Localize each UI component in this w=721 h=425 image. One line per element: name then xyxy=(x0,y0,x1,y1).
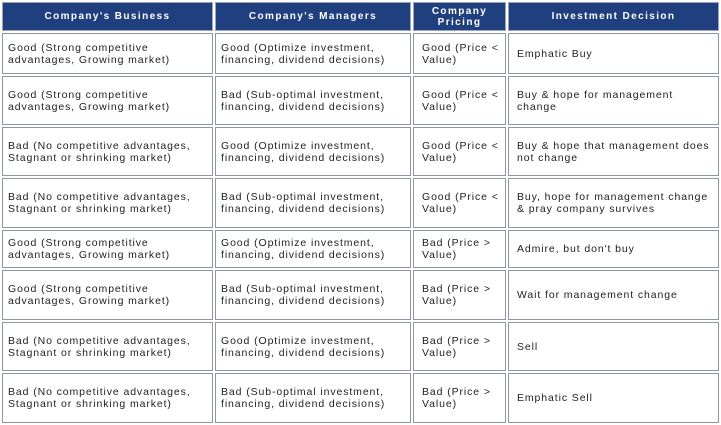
table-row: Bad (No competitive advantages, Stagnant… xyxy=(2,178,719,228)
managers-cell: Good (Optimize investment, financing, di… xyxy=(215,322,411,371)
header-decision: Investment Decision xyxy=(508,2,719,31)
business-cell: Bad (No competitive advantages, Stagnant… xyxy=(2,127,213,176)
managers-cell: Bad (Sub-optimal investment, financing, … xyxy=(215,76,411,125)
pricing-cell: Bad (Price > Value) xyxy=(413,322,506,371)
header-pricing: Company Pricing xyxy=(413,2,506,31)
header-business: Company's Business xyxy=(2,2,213,31)
header-managers: Company's Managers xyxy=(215,2,411,31)
decision-cell: Emphatic Buy xyxy=(508,33,719,74)
header-row: Company's Business Company's Managers Co… xyxy=(2,2,719,31)
pricing-cell: Bad (Price > Value) xyxy=(413,230,506,268)
decision-cell: Admire, but don't buy xyxy=(508,230,719,268)
business-cell: Bad (No competitive advantages, Stagnant… xyxy=(2,178,213,228)
business-cell: Good (Strong competitive advantages, Gro… xyxy=(2,33,213,74)
table-row: Bad (No competitive advantages, Stagnant… xyxy=(2,373,719,423)
table-row: Bad (No competitive advantages, Stagnant… xyxy=(2,322,719,371)
table-row: Bad (No competitive advantages, Stagnant… xyxy=(2,127,719,176)
table-row: Good (Strong competitive advantages, Gro… xyxy=(2,76,719,125)
business-cell: Good (Strong competitive advantages, Gro… xyxy=(2,230,213,268)
table-row: Good (Strong competitive advantages, Gro… xyxy=(2,270,719,320)
table-row: Good (Strong competitive advantages, Gro… xyxy=(2,33,719,74)
decision-cell: Buy, hope for management change & pray c… xyxy=(508,178,719,228)
pricing-cell: Good (Price < Value) xyxy=(413,178,506,228)
business-cell: Bad (No competitive advantages, Stagnant… xyxy=(2,373,213,423)
managers-cell: Good (Optimize investment, financing, di… xyxy=(215,127,411,176)
decision-cell: Emphatic Sell xyxy=(508,373,719,423)
managers-cell: Bad (Sub-optimal investment, financing, … xyxy=(215,270,411,320)
managers-cell: Good (Optimize investment, financing, di… xyxy=(215,33,411,74)
table-row: Good (Strong competitive advantages, Gro… xyxy=(2,230,719,268)
pricing-cell: Bad (Price > Value) xyxy=(413,373,506,423)
business-cell: Good (Strong competitive advantages, Gro… xyxy=(2,270,213,320)
pricing-cell: Good (Price < Value) xyxy=(413,127,506,176)
decision-cell: Buy & hope for management change xyxy=(508,76,719,125)
managers-cell: Bad (Sub-optimal investment, financing, … xyxy=(215,373,411,423)
pricing-cell: Good (Price < Value) xyxy=(413,33,506,74)
business-cell: Good (Strong competitive advantages, Gro… xyxy=(2,76,213,125)
managers-cell: Bad (Sub-optimal investment, financing, … xyxy=(215,178,411,228)
pricing-cell: Bad (Price > Value) xyxy=(413,270,506,320)
decision-cell: Buy & hope that management does not chan… xyxy=(508,127,719,176)
pricing-cell: Good (Price < Value) xyxy=(413,76,506,125)
decision-cell: Wait for management change xyxy=(508,270,719,320)
decision-cell: Sell xyxy=(508,322,719,371)
business-cell: Bad (No competitive advantages, Stagnant… xyxy=(2,322,213,371)
managers-cell: Good (Optimize investment, financing, di… xyxy=(215,230,411,268)
